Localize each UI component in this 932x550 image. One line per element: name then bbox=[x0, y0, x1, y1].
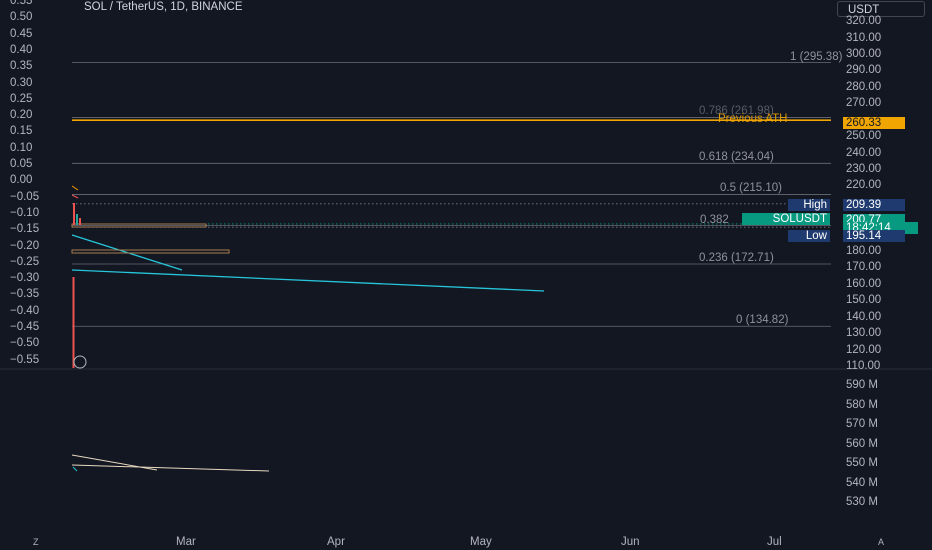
left-axis-tick: 0.20 bbox=[10, 109, 33, 122]
fib-level-label: 1 (295.38) bbox=[790, 50, 843, 63]
high-label: High bbox=[788, 199, 830, 211]
price-tick: 160.00 bbox=[846, 277, 882, 290]
volume-tick: 530 M bbox=[846, 496, 878, 508]
time-tick: Jul bbox=[767, 536, 782, 548]
left-axis-tick: −0.30 bbox=[10, 272, 40, 285]
price-tick: 270.00 bbox=[846, 97, 882, 110]
price-tick: 110.00 bbox=[846, 360, 881, 372]
fib-level-label: 0.618 (234.04) bbox=[699, 151, 774, 164]
price-tick: 180.00 bbox=[846, 245, 882, 258]
left-axis-tick: −0.50 bbox=[10, 337, 40, 350]
left-axis-tick: −0.35 bbox=[10, 288, 40, 301]
left-axis-tick: 0.55 bbox=[10, 0, 33, 7]
last-symbol-label: SOLUSDT bbox=[742, 213, 830, 225]
low-label: Low bbox=[788, 230, 830, 242]
price-tick: 240.00 bbox=[846, 146, 882, 159]
price-tick: 290.00 bbox=[846, 64, 882, 77]
drawing-mark bbox=[71, 194, 79, 199]
fib-level-label: 0.5 (215.10) bbox=[720, 182, 783, 195]
left-axis-tick: 0.45 bbox=[10, 27, 33, 40]
left-axis-tick: 0.05 bbox=[10, 158, 33, 170]
volume-trend-line bbox=[71, 464, 270, 472]
left-axis-tick: −0.25 bbox=[10, 255, 40, 268]
price-tick: 310.00 bbox=[846, 31, 882, 44]
left-axis-tick: −0.10 bbox=[10, 206, 40, 219]
symbol-title[interactable]: SOL / TetherUS, 1D, BINANCE bbox=[84, 1, 243, 13]
price-tick: 170.00 bbox=[846, 261, 882, 274]
fib-level-label: 0 (134.82) bbox=[736, 314, 789, 327]
range-box bbox=[71, 223, 207, 228]
auto-scale-button[interactable]: A bbox=[878, 537, 885, 547]
previous-ath-price-tag: 260.33 bbox=[843, 117, 905, 129]
left-axis-tick: 0.40 bbox=[10, 43, 33, 56]
left-axis-tick: −0.55 bbox=[10, 353, 40, 366]
left-axis-tick: 0.25 bbox=[10, 92, 33, 105]
left-axis-tick: 0.15 bbox=[10, 125, 33, 138]
volume-tick: 560 M bbox=[846, 437, 878, 450]
high-price-tag: 209.39 bbox=[843, 199, 905, 211]
fib-level-label: 0.786 (261.98) bbox=[699, 105, 774, 118]
time-tick: May bbox=[470, 536, 492, 548]
price-tick: 320.00 bbox=[846, 15, 882, 28]
price-tick: 250.00 bbox=[846, 130, 882, 143]
left-axis-tick: −0.40 bbox=[10, 304, 40, 317]
range-box bbox=[71, 249, 230, 254]
price-tick: 220.00 bbox=[846, 179, 882, 192]
volume-tick: 590 M bbox=[846, 379, 878, 391]
left-axis-tick: 0.35 bbox=[10, 60, 33, 73]
price-tick: 230.00 bbox=[846, 162, 882, 175]
low-price-tag: 195.14 bbox=[843, 230, 905, 242]
fib-level-label: 0.236 (172.71) bbox=[699, 252, 774, 265]
price-tick: 130.00 bbox=[846, 327, 882, 340]
fib-level-label: 0.382 bbox=[700, 213, 729, 226]
currency-unit-button[interactable]: USDT bbox=[837, 1, 925, 17]
left-axis-tick: 0.10 bbox=[10, 141, 33, 154]
trend-line bbox=[71, 269, 545, 292]
volume-trend-line bbox=[71, 454, 158, 471]
previous-ath-label: Previous ATH bbox=[718, 113, 788, 125]
volume-tick: 540 M bbox=[846, 476, 878, 489]
volume-tick: 570 M bbox=[846, 418, 878, 430]
left-axis-tick: 0.00 bbox=[10, 174, 33, 187]
price-tick: 120.00 bbox=[846, 343, 882, 356]
price-tick: 140.00 bbox=[846, 310, 882, 323]
candle bbox=[79, 218, 81, 225]
volume-tick: 550 M bbox=[846, 457, 878, 469]
drawing-mark bbox=[72, 466, 78, 472]
left-axis-tick: −0.05 bbox=[10, 190, 40, 203]
price-tick: 300.00 bbox=[846, 48, 882, 61]
left-axis-tick: −0.45 bbox=[10, 321, 40, 333]
time-axis[interactable]: Z Mar Apr May Jun Jul A bbox=[0, 533, 932, 550]
candle bbox=[73, 203, 75, 225]
left-axis-tick: 0.30 bbox=[10, 76, 33, 89]
time-tick: Jun bbox=[621, 536, 640, 548]
price-tick: 150.00 bbox=[846, 294, 882, 307]
candle bbox=[76, 214, 78, 225]
left-axis-tick: −0.20 bbox=[10, 239, 40, 252]
volume-tick: 580 M bbox=[846, 398, 878, 411]
left-axis-tick: −0.15 bbox=[10, 223, 40, 236]
lightning-icon bbox=[73, 355, 87, 369]
drawing-mark bbox=[71, 185, 79, 191]
time-tick: Mar bbox=[176, 536, 196, 548]
time-tick: Apr bbox=[327, 536, 345, 548]
price-tick: 280.00 bbox=[846, 80, 882, 93]
left-axis-tick: 0.50 bbox=[10, 11, 33, 24]
zoom-button[interactable]: Z bbox=[33, 537, 39, 547]
